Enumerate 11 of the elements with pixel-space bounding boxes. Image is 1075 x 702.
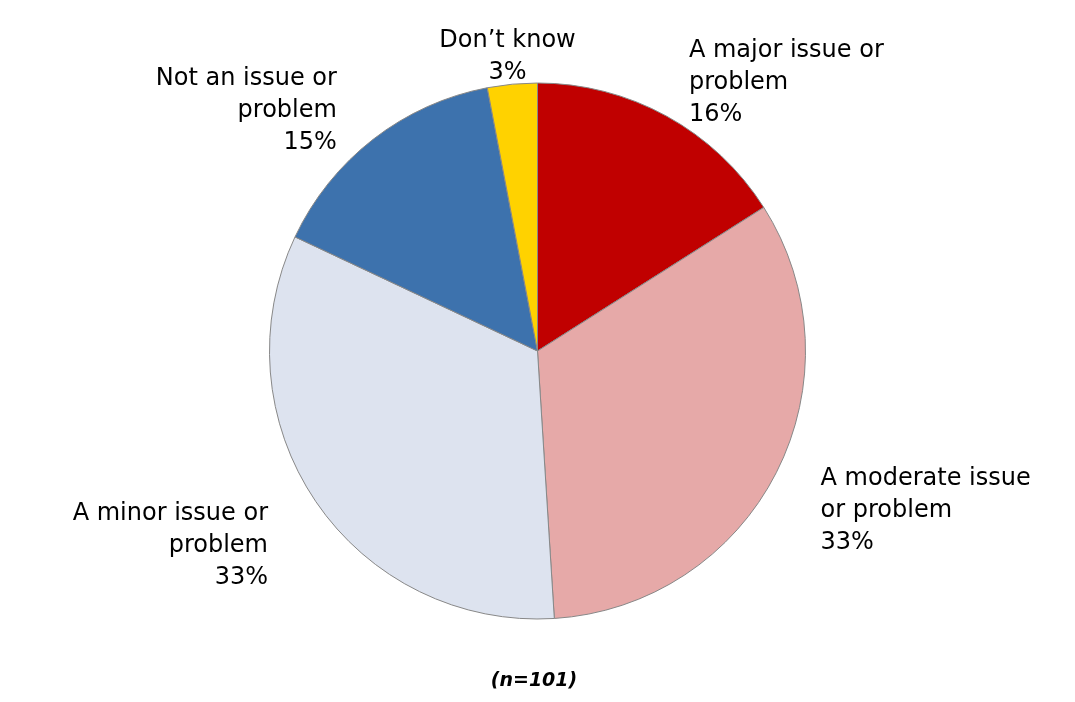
slice-label: Not an issue or problem [155,62,338,123]
data-label: 33% [820,527,874,555]
slice-label: Don’t know [439,25,576,53]
data-label: 3% [488,57,527,85]
slice-label: A major issue or problem [688,35,884,96]
data-label: 16% [688,99,743,128]
data-label: 33% [214,561,269,590]
slice-label: A moderate issue or problem [820,463,1031,523]
slice-label: A minor issue or problem [72,497,269,558]
data-label: 15% [283,126,337,155]
text: (n=101) [490,668,578,690]
